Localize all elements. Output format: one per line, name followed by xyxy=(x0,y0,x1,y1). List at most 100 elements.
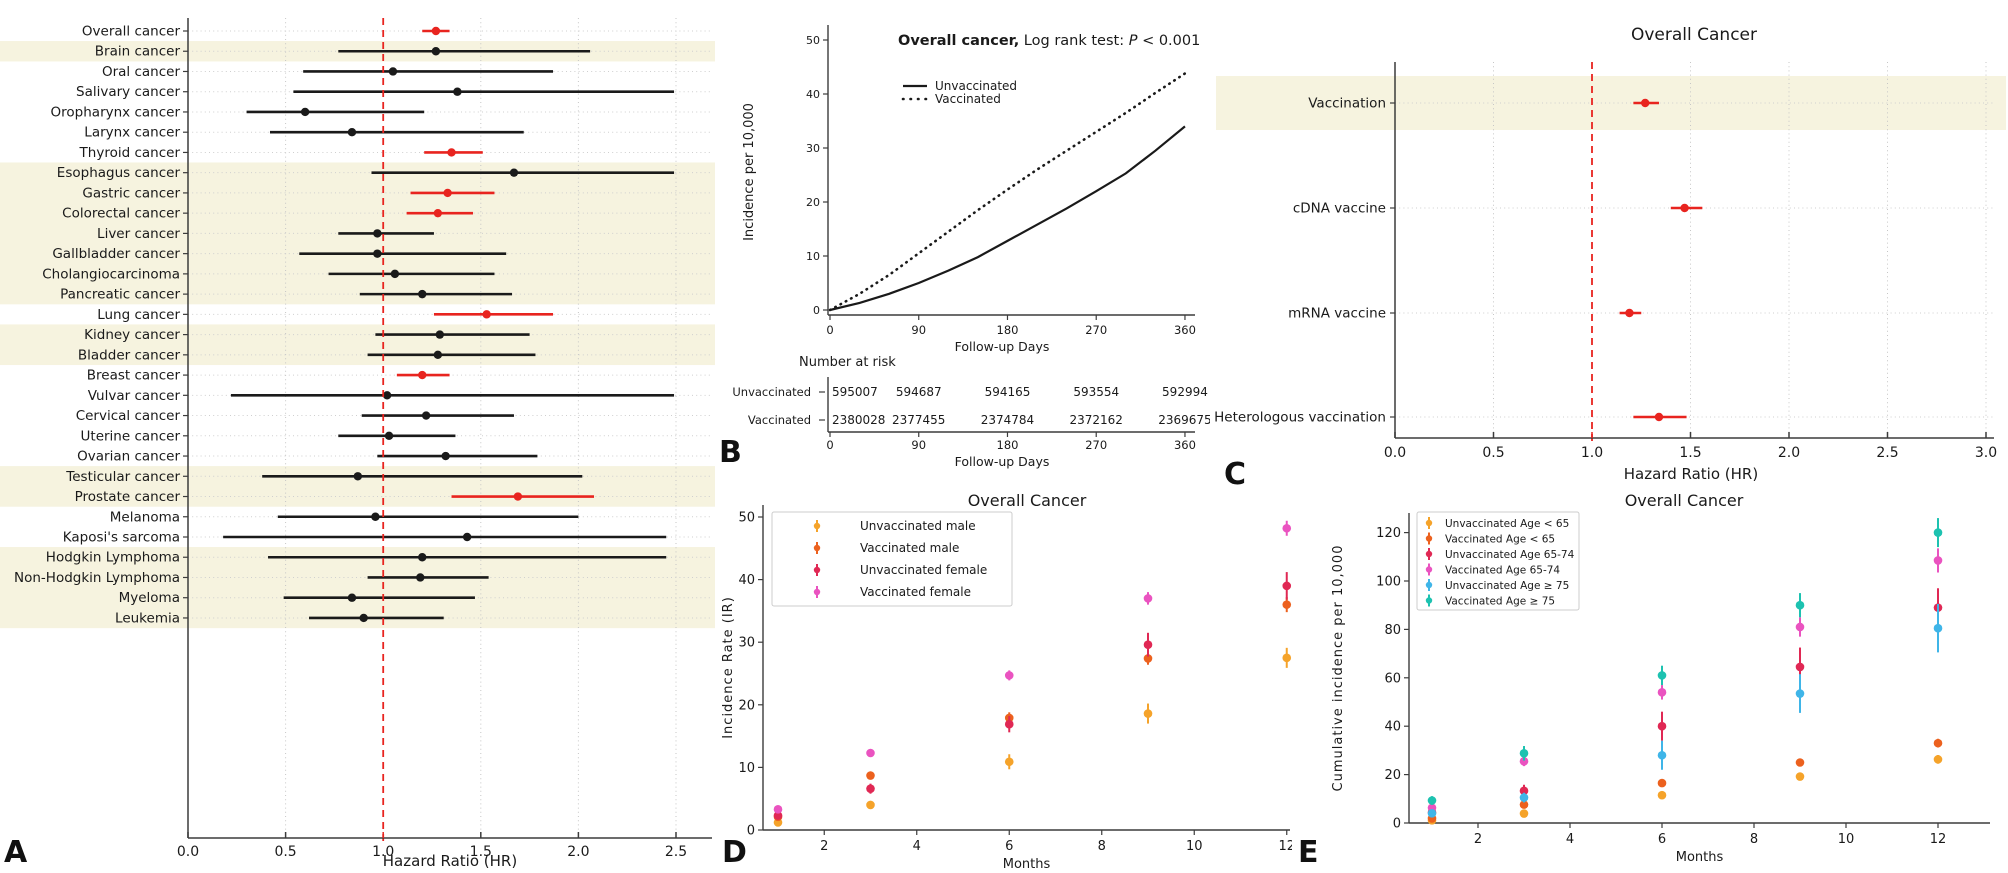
hr-point xyxy=(447,148,456,157)
data-point xyxy=(1795,600,1805,610)
row-label: Larynx cancer xyxy=(84,125,180,141)
hr-point xyxy=(421,411,431,420)
data-point xyxy=(1519,793,1529,802)
row-label: Thyroid cancer xyxy=(79,145,181,161)
data-point xyxy=(1282,653,1292,663)
hr-point xyxy=(347,593,357,602)
legend-label: Vaccinated Age < 65 xyxy=(1445,534,1555,546)
legend-label: Unvaccinated Age ≥ 75 xyxy=(1445,580,1569,592)
forest-row: mRNA vaccine xyxy=(1288,306,1994,322)
row-label: Testicular cancer xyxy=(65,469,180,485)
data-point xyxy=(1519,809,1529,818)
data-point xyxy=(1143,709,1153,718)
data-point xyxy=(1933,738,1943,748)
forest-row: Kaposi's sarcoma xyxy=(63,530,712,546)
legend-marker xyxy=(813,522,821,530)
row-label: cDNA vaccine xyxy=(1293,201,1386,217)
x-tick-label: 0.0 xyxy=(177,844,199,860)
row-label: Liver cancer xyxy=(97,226,180,242)
hr-point xyxy=(416,573,425,582)
forest-row: Colorectal cancer xyxy=(62,206,712,222)
forest-row: Bladder cancer xyxy=(78,347,712,363)
legend-label: Unvaccinated Age < 65 xyxy=(1445,518,1569,530)
data-point xyxy=(1143,594,1153,603)
x-tick-label: 4 xyxy=(1566,832,1574,847)
y-tick-label: 20 xyxy=(806,196,820,209)
legend-marker xyxy=(813,544,821,552)
row-label: Oropharynx cancer xyxy=(51,104,181,120)
forest-row: Overall cancer xyxy=(82,24,712,40)
risk-table-header: Number at risk xyxy=(799,355,896,370)
hr-point xyxy=(431,47,441,56)
row-label: Pancreatic cancer xyxy=(60,287,180,303)
forest-row: Heterologous vaccination xyxy=(1214,410,1994,426)
x-tick-label: 270 xyxy=(1085,323,1107,337)
forest-row: cDNA vaccine xyxy=(1293,201,1994,217)
y-tick-label: 50 xyxy=(806,34,820,47)
hr-point xyxy=(433,350,443,360)
forest-row: Gallbladder cancer xyxy=(52,246,712,262)
data-point xyxy=(1282,600,1292,609)
y-tick-label: 10 xyxy=(738,761,755,776)
hr-point xyxy=(388,67,398,76)
risk-value: 2374784 xyxy=(981,413,1034,427)
x-tick-label: 90 xyxy=(911,323,926,337)
x-tick-label: 180 xyxy=(997,323,1019,337)
x-tick-label: 3.0 xyxy=(1975,445,1997,461)
row-label: Cervical cancer xyxy=(76,408,181,424)
panel-a-forest-plot: Overall cancer Brain cancer Oral cancer Sal… xyxy=(0,18,715,870)
hr-point xyxy=(513,492,523,501)
risk-value: 595007 xyxy=(832,385,878,399)
data-point xyxy=(1933,556,1943,565)
legend-label: Unvaccinated Age 65-74 xyxy=(1445,549,1575,561)
x-tick-label: 6 xyxy=(1658,832,1666,847)
legend-marker xyxy=(1425,597,1433,604)
legend-marker xyxy=(1425,550,1433,558)
legend-box xyxy=(1416,511,1580,611)
hr-point xyxy=(347,128,357,137)
data-point xyxy=(1519,749,1529,758)
legend-label: Vaccinated xyxy=(935,92,1001,106)
hr-point xyxy=(443,188,452,198)
panel-title: Overall cancer, Log rank test: P < 0.001 xyxy=(898,33,1200,49)
hr-point xyxy=(418,289,427,299)
data-point xyxy=(1519,786,1529,796)
panel-title: Overall Cancer xyxy=(1631,25,1757,45)
forest-row: Lung cancer xyxy=(97,307,712,323)
data-point xyxy=(1004,719,1014,729)
row-label: Esophagus cancer xyxy=(57,165,181,181)
y-tick-label: 10 xyxy=(806,250,820,263)
row-label: Heterologous vaccination xyxy=(1214,410,1386,426)
hr-point xyxy=(382,391,392,400)
data-point xyxy=(1143,654,1153,663)
hr-point xyxy=(462,532,472,542)
data-point xyxy=(1657,750,1667,760)
hr-point xyxy=(1680,203,1689,213)
forest-row: Non-Hodgkin Lymphoma xyxy=(14,570,712,586)
data-point xyxy=(1795,758,1805,767)
legend-marker xyxy=(813,588,821,596)
row-label: mRNA vaccine xyxy=(1288,306,1386,322)
forest-row: Esophagus cancer xyxy=(57,165,712,181)
data-point xyxy=(1795,772,1805,781)
risk-tick-label: 180 xyxy=(997,438,1019,452)
data-point xyxy=(1004,757,1014,767)
risk-tick-label: 270 xyxy=(1085,438,1107,452)
hr-point xyxy=(353,472,363,481)
hr-point xyxy=(431,26,441,36)
forest-row: Ovarian cancer xyxy=(77,449,712,465)
y-tick-label: 20 xyxy=(1384,768,1401,783)
y-axis-title: Incidence Rate (IR) xyxy=(721,596,736,739)
forest-row: Brain cancer xyxy=(95,44,712,60)
y-tick-label: 0 xyxy=(813,304,820,317)
x-tick-label: 10 xyxy=(1838,832,1855,847)
x-tick-label: 4 xyxy=(913,839,921,854)
forest-row: Oropharynx cancer xyxy=(51,104,712,120)
forest-row: Pancreatic cancer xyxy=(60,287,712,303)
hr-point xyxy=(441,451,450,461)
risk-value: 593554 xyxy=(1073,385,1119,399)
row-label: Kaposi's sarcoma xyxy=(63,530,180,546)
forest-row: Cervical cancer xyxy=(76,408,712,424)
row-label: Colorectal cancer xyxy=(62,206,180,222)
